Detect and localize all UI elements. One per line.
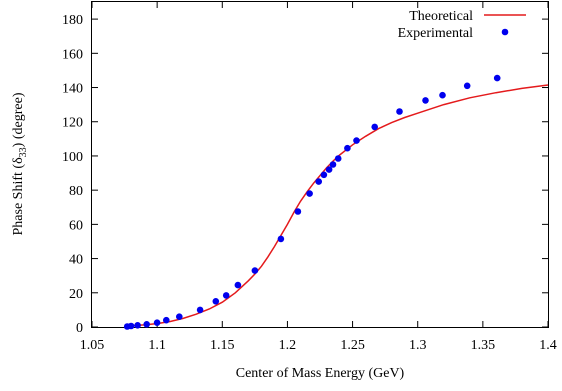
experimental-point (251, 267, 259, 274)
legend-swatch-experimental (501, 28, 509, 36)
experimental-point (344, 144, 351, 152)
x-tick-label: 1.2 (279, 338, 297, 353)
y-tick-label: 180 (62, 13, 83, 28)
experimental-point (315, 178, 323, 185)
y-axis-title: Phase Shift (δ33) (degree) (11, 92, 29, 235)
theoretical-curve (124, 84, 549, 327)
y-axis: 0 20 40 60 80 100 120 140 160 180 (62, 13, 548, 336)
x-tick-label: 1.35 (471, 338, 496, 353)
experimental-point (277, 235, 285, 243)
y-tick-label: 0 (76, 321, 83, 336)
legend-label-theoretical: Theoretical (409, 9, 473, 24)
experimental-point (334, 155, 342, 162)
experimental-point (353, 137, 360, 144)
x-tick-label: 1.15 (210, 338, 235, 353)
series-layer (123, 74, 549, 330)
experimental-point (127, 322, 135, 330)
y-tick-label: 160 (62, 47, 83, 62)
experimental-point (212, 298, 220, 305)
experimental-point (163, 316, 170, 324)
experimental-point (306, 190, 313, 197)
experimental-point (325, 166, 333, 173)
experimental-point (320, 171, 328, 179)
y-tick-label: 100 (62, 150, 83, 165)
legend: Theoretical Experimental (398, 9, 526, 41)
experimental-point (143, 321, 150, 328)
y-tick-label: 20 (69, 287, 83, 302)
x-tick-label: 1.25 (340, 338, 365, 353)
x-tick-label: 1.05 (80, 338, 105, 353)
x-axis-title: Center of Mass Energy (GeV) (236, 366, 405, 381)
experimental-point (196, 306, 204, 314)
plot-frame (91, 1, 549, 328)
legend-label-experimental: Experimental (398, 26, 474, 41)
y-tick-label: 40 (69, 253, 83, 268)
experimental-point (396, 108, 403, 115)
x-tick-label: 1.1 (148, 338, 166, 353)
y-tick-label: 80 (69, 184, 83, 199)
experimental-point (222, 292, 230, 299)
y-tick-label: 120 (62, 116, 83, 131)
experimental-point (176, 313, 183, 321)
experimental-point (134, 322, 141, 329)
experimental-point (294, 208, 302, 215)
y-tick-label: 140 (62, 82, 83, 97)
x-tick-label: 1.4 (539, 338, 557, 353)
experimental-point (234, 281, 242, 289)
experimental-point (422, 97, 429, 104)
experimental-point (439, 91, 446, 99)
experimental-point (329, 161, 337, 168)
x-tick-label: 1.3 (409, 338, 427, 353)
experimental-point (371, 123, 379, 131)
experimental-point (493, 74, 501, 82)
experimental-point (463, 82, 471, 90)
x-axis: 1.05 1.1 1.15 1.2 1.25 1.3 1.35 1.4 (80, 2, 557, 353)
experimental-point (153, 319, 161, 327)
y-tick-label: 60 (69, 218, 83, 233)
